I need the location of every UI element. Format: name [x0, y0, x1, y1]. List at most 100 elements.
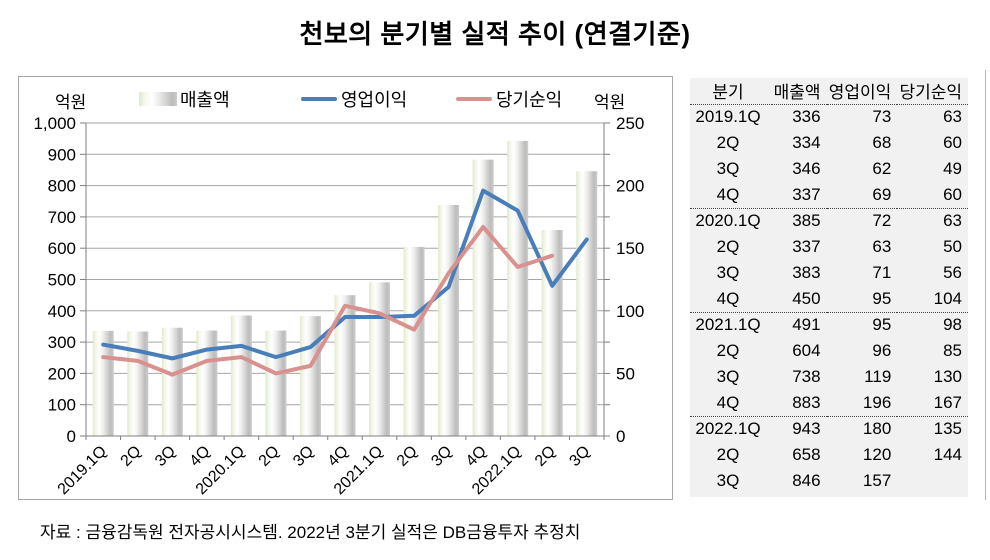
table-cell-value: 62	[872, 159, 892, 178]
revenue-bar-swatch	[139, 92, 177, 106]
revenue-bar	[576, 171, 598, 436]
table-cell-value: 56	[943, 263, 962, 282]
table-cell-value: 63	[897, 207, 968, 234]
revenue-bar	[403, 246, 425, 436]
y-axis-tick-label: 100	[48, 396, 76, 415]
table-cell-value: 68	[872, 133, 892, 152]
table-cell-quarter: 3Q	[716, 471, 740, 490]
table-cell-quarter: 2Q	[716, 445, 740, 464]
table-cell-quarter: 2021.1Q	[690, 311, 772, 338]
table-cell-value: 63	[872, 237, 892, 256]
table-row: 3Q 346 62 49	[690, 156, 968, 182]
table-header-operating-profit: 영업이익	[826, 78, 898, 105]
table-cell-value: 346	[792, 159, 821, 178]
table-row: 2Q 604 96 85	[690, 338, 968, 364]
revenue-bar	[369, 282, 391, 436]
table-row: 2020.1Q 385 72 63	[690, 207, 968, 234]
table-row: 3Q 846 157	[690, 468, 968, 494]
table-cell-value: 337	[792, 184, 821, 204]
table-cell-value: 144	[933, 445, 962, 464]
table-cell-value: 85	[943, 341, 962, 360]
table-cell-value: 71	[872, 263, 892, 282]
table-row: 2021.1Q 491 95 98	[690, 311, 968, 338]
legend-label-revenue: 매출액	[180, 90, 230, 110]
y2-axis-tick-label: 200	[616, 177, 644, 196]
x-axis-category-label: 3Q	[428, 443, 455, 470]
revenue-bar	[230, 315, 252, 436]
table-header-row: 분기 매출액 영업이익 당기순익	[690, 78, 968, 105]
revenue-bar	[299, 316, 321, 436]
table-cell-value: 157	[862, 471, 892, 490]
table-cell-value: 738	[792, 367, 821, 386]
table-cell-quarter: 2020.1Q	[690, 207, 772, 234]
y-axis-tick-label: 500	[48, 271, 76, 290]
y2-axis-tick-label: 0	[616, 427, 625, 446]
table-row: 3Q 738 119 130	[690, 364, 968, 390]
table-cell-value: 385	[772, 207, 827, 234]
operating-profit-line	[101, 188, 589, 361]
table-cell-value: 119	[864, 367, 892, 386]
table-cell-value: 73	[872, 107, 892, 127]
revenue-bar	[127, 331, 149, 436]
y-axis-tick-label: 1,000	[33, 114, 76, 133]
table-cell-value: 135	[897, 415, 968, 442]
table-row: 2Q 337 63 50	[690, 234, 968, 260]
table-cell-value: 60	[943, 133, 962, 152]
table-cell-value: 336	[792, 107, 821, 127]
y-axis-tick-label: 300	[48, 333, 76, 352]
revenue-bar	[334, 295, 356, 436]
left-axis-unit-label: 억원	[55, 93, 87, 112]
y-axis-tick-label: 0	[67, 427, 76, 446]
y2-axis-tick-label: 100	[616, 302, 644, 321]
right-edge-divider	[985, 70, 986, 500]
x-axis-category-label: 2Q	[532, 443, 559, 470]
table-row: 2Q 334 68 60	[690, 130, 968, 156]
x-axis-category-label: 4Q	[325, 443, 352, 470]
table-cell-value	[897, 468, 968, 494]
table-cell-quarter: 4Q	[716, 184, 740, 204]
legend-label-operating-profit: 영업이익	[341, 90, 408, 110]
x-axis-category-label: 3Q	[290, 443, 317, 470]
table-cell-quarter: 3Q	[716, 367, 740, 386]
revenue-bar	[161, 327, 183, 436]
table-cell-value: 60	[943, 184, 962, 204]
y2-axis-tick-label: 150	[616, 239, 644, 258]
quarterly-data-table: 분기 매출액 영업이익 당기순익 2019.1Q 336 73 63 2Q 334 68 60…	[690, 78, 968, 497]
y-axis-tick-label: 600	[48, 239, 76, 258]
legend-item-revenue: 매출액	[139, 86, 230, 112]
quarterly-chart-panel: 1,000 900 800 700 600 500 400 300 200 100 0 250 200 1…	[18, 76, 673, 500]
table-row: 3Q 383 71 56	[690, 260, 968, 286]
table-cell-value: 104	[933, 288, 962, 308]
y-axis-tick-label: 800	[48, 177, 76, 196]
table-row: 4Q 883 196 167	[690, 390, 968, 416]
table-cell-quarter: 3Q	[716, 263, 740, 282]
table-cell-value: 334	[792, 133, 821, 152]
quarterly-chart: 1,00090080070060050040030020010002502001…	[33, 114, 644, 498]
revenue-bar	[507, 140, 529, 436]
revenue-bar	[265, 330, 287, 436]
legend-label-net-profit: 당기순익	[496, 90, 563, 110]
revenue-bar	[438, 205, 460, 436]
table-cell-value: 337	[792, 237, 821, 256]
table-cell-quarter: 2019.1Q	[695, 107, 761, 127]
table-cell-quarter: 2Q	[716, 133, 740, 152]
y-axis-tick-label: 400	[48, 302, 76, 321]
table-row: 2Q 658 120 144	[690, 442, 968, 468]
page-title: 천보의 분기별 실적 추이 (연결기준)	[299, 19, 691, 49]
table-row: 2022.1Q 943 180 135	[690, 415, 968, 442]
y-axis-tick-label: 700	[48, 208, 76, 227]
legend-item-net-profit: 당기순익	[456, 86, 562, 112]
table-cell-value: 69	[872, 184, 892, 204]
table-cell-value: 604	[792, 341, 821, 360]
table-cell-value: 63	[943, 107, 962, 127]
table-cell-value: 130	[933, 367, 962, 386]
table-header-net-profit: 당기순익	[897, 78, 968, 105]
table-row: 4Q 450 95 104	[690, 286, 968, 312]
y-axis-tick-label: 200	[48, 364, 76, 383]
table-cell-value: 943	[772, 415, 827, 442]
table-cell-value: 72	[826, 207, 898, 234]
table-cell-value: 95	[826, 311, 898, 338]
table-header-revenue: 매출액	[772, 78, 827, 105]
table-cell-value: 120	[862, 445, 892, 464]
